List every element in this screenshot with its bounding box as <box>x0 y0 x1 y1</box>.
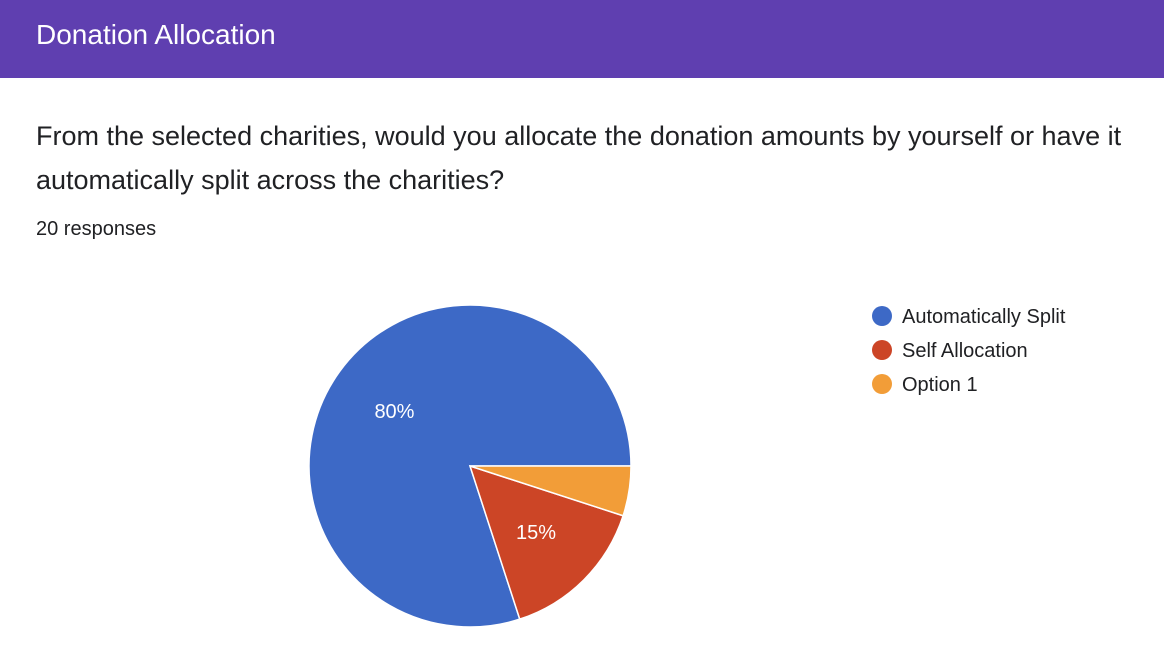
legend-label: Option 1 <box>902 374 978 396</box>
legend-item-automatically-split: Automatically Split <box>872 306 1066 328</box>
response-count: 20 responses <box>36 218 157 240</box>
pie-slices <box>308 304 632 628</box>
legend-swatch <box>872 374 892 394</box>
slice-label-self-allocation: 15% <box>516 522 556 544</box>
pie-slice-self-allocation <box>468 464 625 621</box>
chart-legend: Automatically Split Self Allocation Option… <box>872 306 1066 396</box>
pie-slice-labels: 80% 15% <box>374 401 556 544</box>
question-text: From the selected charities, would you a… <box>36 121 1122 195</box>
legend-swatch <box>872 306 892 326</box>
legend-label: Automatically Split <box>902 306 1066 328</box>
legend-item-self-allocation: Self Allocation <box>872 340 1028 362</box>
page-header: Donation Allocation <box>0 0 1164 78</box>
legend-item-option-1: Option 1 <box>872 374 978 396</box>
page-title: Donation Allocation <box>36 19 276 50</box>
pie-slice-option-1 <box>469 465 632 517</box>
legend-label: Self Allocation <box>902 340 1028 362</box>
legend-swatch <box>872 340 892 360</box>
slice-label-automatically-split: 80% <box>374 401 414 423</box>
